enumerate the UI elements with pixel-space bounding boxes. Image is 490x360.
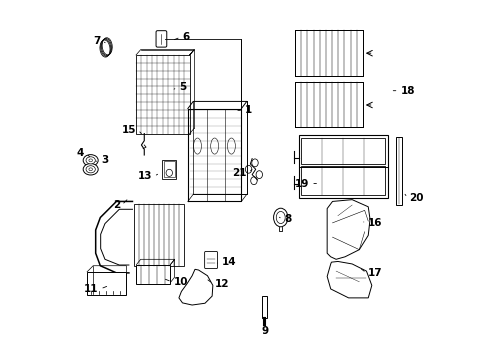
Text: 21: 21 bbox=[232, 168, 247, 178]
Text: 16: 16 bbox=[368, 218, 383, 228]
Text: 20: 20 bbox=[409, 193, 424, 203]
Polygon shape bbox=[327, 261, 372, 298]
Bar bbox=[298, 135, 388, 198]
Text: 10: 10 bbox=[173, 277, 188, 287]
Text: 11: 11 bbox=[84, 284, 98, 294]
Ellipse shape bbox=[273, 208, 288, 227]
Text: 8: 8 bbox=[284, 214, 292, 224]
Bar bbox=[301, 166, 385, 195]
Text: 2: 2 bbox=[113, 200, 120, 210]
Text: 18: 18 bbox=[400, 86, 415, 96]
Text: 3: 3 bbox=[101, 156, 108, 165]
Text: 7: 7 bbox=[93, 36, 100, 46]
Bar bbox=[136, 55, 190, 134]
Text: 15: 15 bbox=[122, 125, 136, 135]
Text: 14: 14 bbox=[222, 257, 236, 267]
Bar bbox=[87, 272, 126, 295]
Text: 4: 4 bbox=[77, 148, 84, 158]
Text: 6: 6 bbox=[182, 32, 190, 42]
Ellipse shape bbox=[86, 157, 96, 164]
Bar bbox=[396, 137, 402, 205]
Text: 17: 17 bbox=[368, 268, 383, 278]
Ellipse shape bbox=[89, 168, 93, 171]
Text: 12: 12 bbox=[215, 279, 229, 289]
Bar bbox=[164, 161, 175, 177]
Ellipse shape bbox=[83, 155, 98, 166]
Bar bbox=[134, 204, 184, 266]
Bar bbox=[295, 30, 363, 76]
Text: 13: 13 bbox=[138, 171, 152, 181]
Ellipse shape bbox=[89, 159, 93, 162]
Text: 19: 19 bbox=[295, 179, 309, 189]
Bar bbox=[136, 265, 171, 284]
Bar bbox=[295, 82, 363, 127]
Polygon shape bbox=[327, 200, 370, 259]
Ellipse shape bbox=[276, 211, 285, 224]
Bar bbox=[301, 138, 385, 164]
Bar bbox=[162, 159, 176, 179]
Text: 9: 9 bbox=[261, 327, 268, 337]
Ellipse shape bbox=[166, 169, 172, 176]
Ellipse shape bbox=[83, 163, 98, 175]
Text: 5: 5 bbox=[179, 82, 186, 92]
Ellipse shape bbox=[86, 166, 96, 173]
Polygon shape bbox=[179, 269, 213, 305]
FancyBboxPatch shape bbox=[156, 31, 167, 47]
Bar bbox=[262, 296, 267, 318]
FancyBboxPatch shape bbox=[205, 251, 218, 269]
Text: 1: 1 bbox=[245, 105, 252, 115]
